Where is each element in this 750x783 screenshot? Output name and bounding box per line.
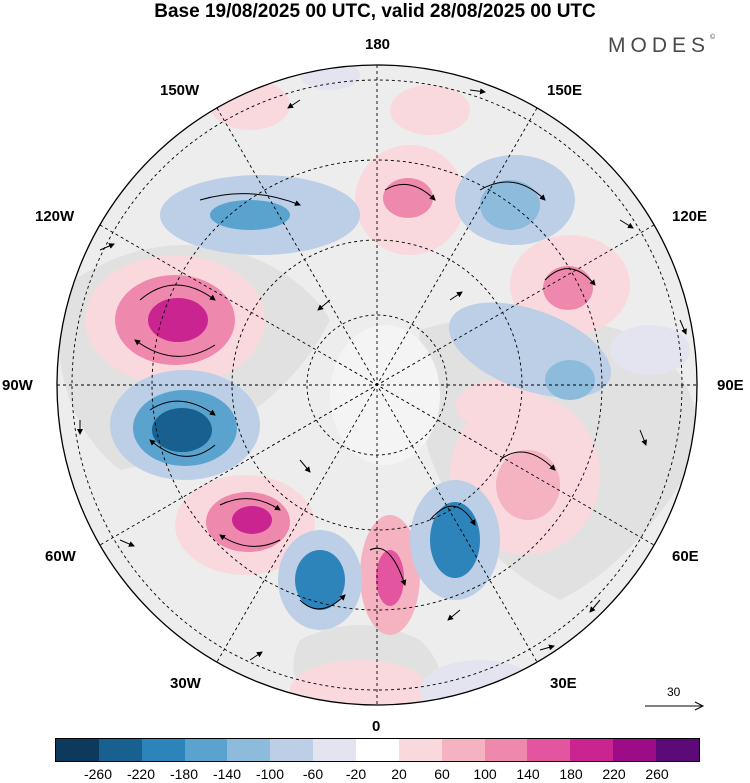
lon-label-90w: 90W — [2, 377, 33, 394]
colorbar-tick-label: 180 — [559, 766, 583, 782]
negative-anomaly-regions — [110, 65, 690, 705]
colorbar-segment — [398, 739, 442, 761]
colorbar-segment — [270, 739, 314, 761]
lon-label-120w: 120W — [35, 208, 75, 225]
colorbar-segment — [441, 739, 485, 761]
wind-vectors — [134, 181, 596, 610]
colorbar-segment — [184, 739, 228, 761]
logo-text: MODES — [608, 34, 711, 57]
lon-label-90e: 90E — [717, 377, 744, 394]
colorbar-segment — [356, 739, 399, 761]
colorbar-segment — [484, 739, 528, 761]
colorbar-tick-label: -260 — [83, 766, 113, 782]
colorbar-segment — [56, 739, 99, 761]
colorbar-tick-label: -100 — [255, 766, 285, 782]
colorbar-segment — [527, 739, 571, 761]
reference-vector-arrow — [645, 701, 705, 711]
colorbar-tick-label: 100 — [473, 766, 497, 782]
reference-vector-label: 30 — [667, 685, 681, 699]
colorbar-tick-label: -220 — [126, 766, 156, 782]
lon-label-150w: 150W — [160, 82, 200, 99]
colorbar-segment — [313, 739, 357, 761]
graticule — [57, 65, 697, 705]
lon-label-60e: 60E — [672, 548, 699, 565]
colorbar-tick-label: -60 — [302, 766, 324, 782]
modes-logo: MODES© — [608, 34, 715, 58]
lon-label-120e: 120E — [672, 208, 708, 225]
map-border — [56, 64, 698, 706]
colorbar-segment — [227, 739, 271, 761]
colorbar-segment — [570, 739, 614, 761]
lon-label-30e: 30E — [550, 675, 577, 692]
logo-mark: © — [710, 34, 716, 41]
colorbar-segment — [656, 739, 699, 761]
colorbar-tick-label: -140 — [212, 766, 242, 782]
small-arrows — [77, 88, 687, 661]
colorbar-tick-label: -180 — [169, 766, 199, 782]
arctic-region — [330, 325, 440, 465]
lon-label-180: 180 — [365, 36, 391, 53]
colorbar-tick-label: 220 — [602, 766, 626, 782]
colorbar-tick-label: 260 — [645, 766, 669, 782]
colorbar-tick-label: 60 — [434, 766, 450, 782]
lon-label-150e: 150E — [547, 82, 583, 99]
colorbar-tick-label: -20 — [345, 766, 367, 782]
colorbar — [55, 738, 700, 762]
colorbar-segment — [98, 739, 142, 761]
colorbar-segment — [141, 739, 185, 761]
colorbar-ticks: -260 -220 -180 -140 -100 -60 -20 20 60 100 140 180 2… — [0, 766, 750, 783]
lon-label-60w: 60W — [45, 548, 76, 565]
colorbar-segment — [613, 739, 657, 761]
positive-anomaly-regions — [85, 80, 630, 705]
colorbar-tick-label: 140 — [516, 766, 540, 782]
map-title: Base 19/08/2025 00 UTC, valid 28/08/2025… — [154, 1, 596, 22]
lon-label-30w: 30W — [170, 675, 201, 692]
lon-label-0: 0 — [372, 718, 381, 735]
colorbar-tick-label: 20 — [391, 766, 407, 782]
